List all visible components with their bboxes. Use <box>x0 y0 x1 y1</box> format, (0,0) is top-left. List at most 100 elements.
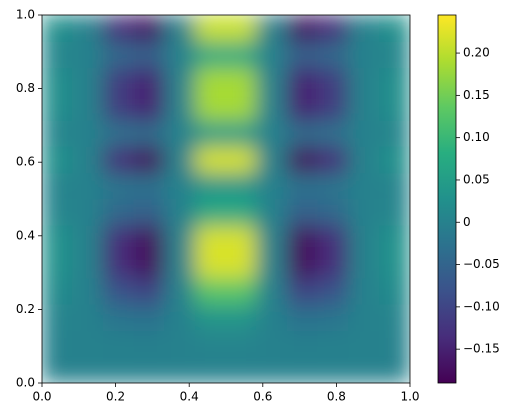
heat-cell <box>379 225 411 252</box>
x-tick-label: 1.0 <box>400 390 419 404</box>
heat-cell <box>287 67 319 94</box>
heat-cell <box>164 251 196 278</box>
heat-cell <box>164 172 196 199</box>
heat-cell <box>195 277 227 304</box>
heat-cell <box>256 277 288 304</box>
heat-cell <box>134 15 166 42</box>
heat-cell <box>318 15 350 42</box>
heat-cell <box>134 41 166 68</box>
heat-cell <box>226 356 258 383</box>
heat-cell <box>42 277 74 304</box>
heat-cell <box>164 199 196 226</box>
heat-cell <box>134 93 166 120</box>
heat-cell <box>42 199 74 226</box>
heat-cell <box>348 41 380 68</box>
heat-cell <box>226 172 258 199</box>
heat-cell <box>72 120 104 147</box>
heat-cell <box>164 304 196 331</box>
heatmap <box>42 15 411 384</box>
heat-cell <box>348 67 380 94</box>
x-tick-label: 0.8 <box>327 390 346 404</box>
y-tick-label: 0.0 <box>16 376 35 390</box>
heat-cell <box>348 199 380 226</box>
heat-cell <box>379 172 411 199</box>
colorbar-tick-label: 0.20 <box>463 46 490 60</box>
heat-cell <box>379 146 411 173</box>
x-tick-label: 0.2 <box>106 390 125 404</box>
heat-cell <box>195 146 227 173</box>
heat-cell <box>318 225 350 252</box>
heat-cell <box>256 146 288 173</box>
heat-cell <box>256 15 288 42</box>
heat-cell <box>226 15 258 42</box>
heat-cell <box>195 330 227 357</box>
heat-cell <box>42 15 74 42</box>
heat-cell <box>348 277 380 304</box>
heat-cell <box>42 41 74 68</box>
heat-cell <box>318 330 350 357</box>
heat-cell <box>287 356 319 383</box>
heat-cell <box>42 120 74 147</box>
heat-cell <box>195 251 227 278</box>
heat-cell <box>379 356 411 383</box>
heat-cell <box>226 146 258 173</box>
heat-cell <box>72 15 104 42</box>
heat-cell <box>256 67 288 94</box>
heat-cell <box>164 330 196 357</box>
heat-cell <box>103 67 135 94</box>
heat-cell <box>318 251 350 278</box>
heat-cell <box>379 277 411 304</box>
heat-cell <box>287 277 319 304</box>
heat-cell <box>256 304 288 331</box>
heat-cell <box>72 199 104 226</box>
heat-cell <box>164 41 196 68</box>
heat-cell <box>379 251 411 278</box>
heat-cell <box>164 15 196 42</box>
colorbar-tick-label: 0 <box>463 215 471 229</box>
heat-cell <box>72 225 104 252</box>
heat-cell <box>164 67 196 94</box>
heat-cell <box>103 172 135 199</box>
heat-cell <box>379 41 411 68</box>
heat-cell <box>256 330 288 357</box>
heat-cell <box>287 15 319 42</box>
heat-cell <box>42 93 74 120</box>
colorbar-tick-label: −0.15 <box>463 342 500 356</box>
heat-cell <box>318 67 350 94</box>
y-tick-label: 0.4 <box>16 228 35 242</box>
heat-cell <box>256 93 288 120</box>
heat-cell <box>42 225 74 252</box>
heat-cell <box>348 304 380 331</box>
heat-cell <box>103 251 135 278</box>
heat-cell <box>226 41 258 68</box>
heat-cell <box>348 330 380 357</box>
heat-cell <box>103 146 135 173</box>
heat-cell <box>287 304 319 331</box>
heat-cell <box>195 172 227 199</box>
heat-cell <box>134 304 166 331</box>
heat-cell <box>348 15 380 42</box>
heat-cell <box>287 93 319 120</box>
heat-cell <box>256 120 288 147</box>
heat-cell <box>103 225 135 252</box>
heat-cell <box>287 225 319 252</box>
heat-cell <box>42 356 74 383</box>
y-tick-label: 0.2 <box>16 302 35 316</box>
heat-cell <box>318 41 350 68</box>
heat-cell <box>287 330 319 357</box>
heat-cell <box>226 304 258 331</box>
heat-cell <box>318 356 350 383</box>
heat-cell <box>226 225 258 252</box>
heat-cell <box>348 356 380 383</box>
heat-cell <box>134 199 166 226</box>
heat-cell <box>318 146 350 173</box>
heat-cell <box>195 356 227 383</box>
heat-cell <box>256 356 288 383</box>
heat-cell <box>348 172 380 199</box>
heat-cell <box>379 15 411 42</box>
heat-cell <box>348 120 380 147</box>
heat-cell <box>287 41 319 68</box>
heat-cell <box>379 199 411 226</box>
heat-cell <box>134 251 166 278</box>
heat-cell <box>226 199 258 226</box>
